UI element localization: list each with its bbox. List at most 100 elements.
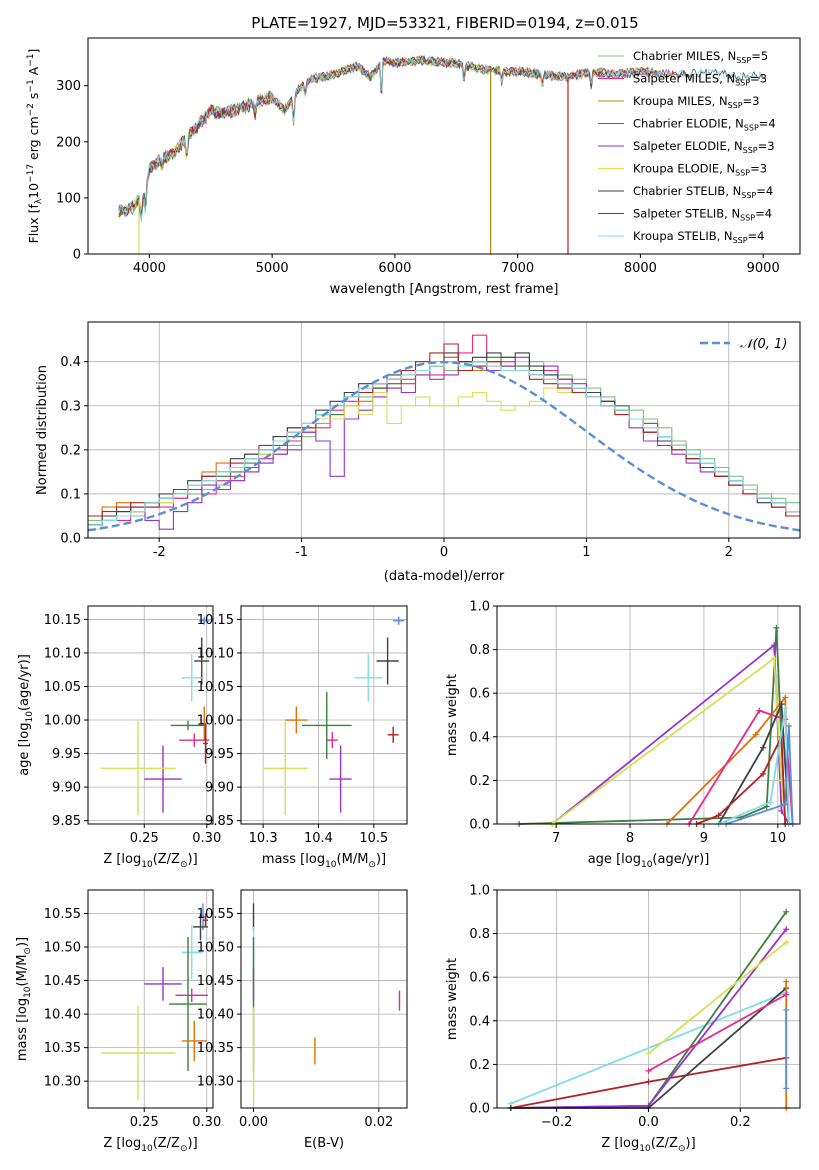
- plot-frame: [496, 605, 801, 825]
- weight-series-line: [717, 703, 790, 825]
- y-tick-label: 10.55: [197, 907, 234, 922]
- x-tick-label: 4000: [133, 261, 166, 276]
- x-tick-label: 0: [440, 545, 448, 560]
- age_vs_z-points: [100, 616, 210, 816]
- weight-series-line: [688, 709, 794, 825]
- errorbar-point: [314, 1037, 316, 1065]
- y-tick-label: 10.35: [44, 1041, 81, 1056]
- weight-series-line: [647, 941, 787, 1055]
- y-tick-label: 10.55: [44, 907, 81, 922]
- y-tick-label: 300: [56, 79, 81, 94]
- y-tick-label: 1.0: [469, 884, 490, 899]
- y-tick-label: 10.00: [44, 714, 81, 729]
- y-tick-label: 0.8: [469, 643, 490, 658]
- mass_vs_z-points: [100, 903, 208, 1100]
- errorbar-point: [100, 1006, 176, 1100]
- y-tick-label: 200: [56, 135, 81, 150]
- y-tick-label: 10.50: [44, 941, 81, 956]
- y-tick-label: 0.1: [60, 487, 81, 502]
- y-axis-label: mass [log10(M/M⊙)]: [15, 937, 33, 1061]
- x-axis-label: (data-model)/error: [384, 569, 505, 584]
- legend-entry: Chabrier STELIB, NSSP=4: [633, 184, 773, 200]
- errorbar-point: [144, 967, 182, 1001]
- errorbar-point: [263, 721, 308, 816]
- x-tick-label: 10.3: [249, 831, 278, 846]
- weight_vs_z-axes: [497, 889, 800, 1109]
- errorbar-point: [100, 721, 176, 816]
- x-tick-label: 9000: [747, 261, 780, 276]
- weight-series-line: [551, 656, 787, 825]
- errorbar-point: [203, 723, 208, 764]
- spectrum-frame: 4000 5000 6000 7000 8000 9000 0 100 200 300: [56, 37, 801, 276]
- errorbar-point: [181, 1020, 207, 1062]
- x-tick-label: 8000: [624, 261, 657, 276]
- y-tick-label: 10.10: [44, 646, 81, 661]
- errorbar-point: [144, 745, 182, 813]
- x-tick-label: 0.25: [130, 831, 159, 846]
- spectrum-series-line: [118, 56, 764, 220]
- errorbar-point: [252, 903, 255, 931]
- age_vs_z-frame: 0.25 0.30 9.85 9.90 9.95 10.00 10.05 10.10 10.15: [44, 605, 221, 846]
- legend-entry: Salpeter ELODIE, NSSP=3: [633, 139, 775, 155]
- spectrum-series-line: [118, 56, 677, 221]
- errorbar-point: [181, 654, 202, 702]
- histogram-series: [88, 343, 800, 517]
- y-tick-label: 0.0: [469, 1102, 490, 1117]
- errorbar-point: [175, 988, 208, 1003]
- errorbar-point: [354, 654, 383, 702]
- weight-series-line: [510, 991, 787, 1105]
- x-tick-label: 1: [582, 545, 590, 560]
- weight_vs_age-axes: [497, 605, 800, 825]
- y-axis-label: Normed distribution: [35, 365, 50, 495]
- x-tick-label: 0.30: [192, 1115, 221, 1130]
- x-axis-label: Z [log10(Z/Z⊙)]: [103, 852, 197, 870]
- plot-frame: [87, 889, 214, 1109]
- y-tick-label: 10.45: [197, 974, 234, 989]
- errorbar-point: [376, 637, 399, 685]
- y-tick-label: 0.2: [469, 1058, 490, 1073]
- plot-frame: [240, 889, 408, 1109]
- y-tick-label: 10.40: [44, 1008, 81, 1023]
- residual-legend: 𝒩(0, 1): [700, 337, 787, 352]
- spectrum-series-line: [118, 54, 692, 216]
- errorbar-point: [301, 691, 352, 759]
- x-tick-label: 0.0: [638, 1115, 659, 1130]
- y-axis-label: age [log10(age/yr)]: [17, 654, 35, 776]
- y-tick-label: 0.2: [60, 443, 81, 458]
- y-tick-label: 0: [73, 248, 81, 263]
- y-tick-label: 9.90: [205, 781, 234, 796]
- plot-frame: [240, 605, 408, 825]
- y-tick-label: 0.2: [469, 774, 490, 789]
- y-tick-label: 10.05: [44, 680, 81, 695]
- spectrum-lines: [118, 54, 764, 254]
- x-tick-label: 7000: [501, 261, 534, 276]
- x-axis-label: age [log10(age/yr)]: [588, 852, 710, 870]
- plot-frame: [87, 37, 801, 255]
- errorbar-point: [170, 720, 206, 731]
- x-tick-label: -2: [153, 545, 166, 560]
- histogram-steps: [87, 334, 801, 532]
- histogram-series: [88, 361, 800, 526]
- x-axis-label: mass [log10(M/M⊙)]: [262, 852, 386, 870]
- y-tick-label: 10.35: [197, 1041, 234, 1056]
- x-tick-label: 2: [725, 545, 733, 560]
- x-tick-label: 7: [552, 831, 560, 846]
- y-tick-label: 0.4: [469, 1014, 490, 1029]
- legend-entry: Chabrier ELODIE, NSSP=4: [633, 117, 776, 133]
- x-tick-label: 0.25: [130, 1115, 159, 1130]
- weight_vs_z-frame: −0.2 0.0 0.2 0.0 0.2 0.4 0.6 0.8 1.0: [469, 884, 801, 1130]
- y-tick-label: 0.0: [60, 532, 81, 547]
- x-axis-label: E(B-V): [304, 1136, 344, 1151]
- y-tick-label: 10.05: [197, 680, 234, 695]
- weight-series-line: [519, 627, 787, 825]
- x-axis-label: Z [log10(Z/Z⊙)]: [103, 1136, 197, 1154]
- age_vs_mass-points: [263, 616, 405, 816]
- x-tick-label: −0.2: [541, 1115, 573, 1130]
- age_vs_z-axes: [88, 606, 213, 824]
- errorbar-point: [252, 1007, 255, 1102]
- y-tick-label: 10.40: [197, 1008, 234, 1023]
- y-tick-label: 10.30: [197, 1075, 234, 1090]
- spectrum-series-line: [118, 55, 663, 219]
- y-axis-label: mass weight: [445, 958, 460, 1040]
